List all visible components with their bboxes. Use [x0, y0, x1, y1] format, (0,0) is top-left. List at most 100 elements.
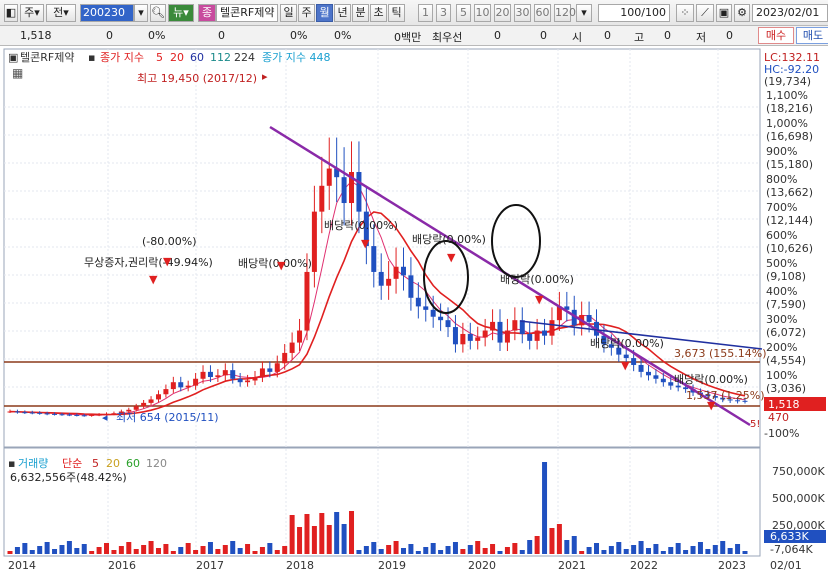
candle-body[interactable]	[297, 330, 303, 343]
candle-body[interactable]	[200, 371, 206, 379]
candle-body[interactable]	[126, 409, 132, 412]
candle-body[interactable]	[601, 335, 607, 345]
candle-body[interactable]	[712, 395, 718, 398]
code-dropdown-icon[interactable]: ▾	[134, 4, 148, 22]
candle-body[interactable]	[14, 411, 20, 413]
candle-body[interactable]	[430, 309, 436, 317]
candle-body[interactable]	[356, 172, 362, 212]
market-select[interactable]: 전▾	[46, 4, 76, 22]
sell-button[interactable]: 매도	[796, 27, 828, 44]
candle-body[interactable]	[482, 330, 488, 338]
interval-3[interactable]: 3	[436, 4, 451, 22]
candle-body[interactable]	[519, 320, 525, 334]
candle-body[interactable]	[89, 414, 95, 416]
candle-body[interactable]	[475, 337, 481, 341]
candle-body[interactable]	[104, 413, 110, 415]
interval-30[interactable]: 30	[514, 4, 531, 22]
candle-body[interactable]	[512, 320, 518, 331]
candle-body[interactable]	[452, 327, 458, 345]
grid-icon[interactable]: ⁘	[676, 4, 694, 22]
candle-body[interactable]	[148, 399, 154, 403]
count-field[interactable]: 100/100	[598, 4, 670, 22]
candle-body[interactable]	[653, 375, 659, 379]
candle-body[interactable]	[438, 316, 444, 321]
candle-body[interactable]	[534, 330, 540, 341]
candle-body[interactable]	[705, 394, 711, 396]
news-button[interactable]: 뉴▾	[168, 4, 194, 22]
period-0[interactable]: 일	[280, 4, 297, 22]
candle-body[interactable]	[326, 168, 332, 186]
candle-body[interactable]	[504, 330, 510, 343]
candle-body[interactable]	[118, 411, 124, 414]
candle-body[interactable]	[556, 306, 562, 321]
date-field[interactable]: 2023/02/01	[752, 4, 828, 22]
candle-body[interactable]	[400, 266, 406, 276]
period-6[interactable]: 틱	[388, 4, 405, 22]
magnifier-icon[interactable]: 🔍︎	[150, 4, 166, 22]
candle-body[interactable]	[96, 414, 102, 416]
candle-body[interactable]	[675, 385, 681, 388]
candle-body[interactable]	[289, 342, 295, 353]
candle-body[interactable]	[133, 406, 139, 410]
candle-body[interactable]	[735, 400, 741, 402]
interval-60[interactable]: 60	[534, 4, 551, 22]
candle-body[interactable]	[185, 385, 191, 388]
candle-body[interactable]	[742, 400, 748, 402]
candle-body[interactable]	[252, 377, 258, 381]
candle-body[interactable]	[7, 411, 13, 413]
candle-body[interactable]	[349, 172, 355, 204]
candle-body[interactable]	[334, 168, 340, 178]
period-5[interactable]: 초	[370, 4, 387, 22]
candle-body[interactable]	[237, 378, 243, 383]
code-input[interactable]: 200230	[80, 4, 134, 22]
candle-body[interactable]	[467, 333, 473, 341]
buy-button[interactable]: 매수	[758, 27, 794, 44]
candle-body[interactable]	[59, 414, 65, 416]
candle-body[interactable]	[363, 211, 369, 247]
candle-body[interactable]	[52, 413, 58, 415]
chart-toggle-button[interactable]: 종	[198, 4, 216, 22]
period-3[interactable]: 년	[334, 4, 351, 22]
save-icon[interactable]: ▣	[716, 4, 732, 22]
candle-body[interactable]	[111, 413, 117, 415]
candle-body[interactable]	[683, 387, 689, 390]
candle-body[interactable]	[341, 177, 347, 204]
candle-body[interactable]	[631, 358, 637, 365]
period-1[interactable]: 주	[298, 4, 315, 22]
candle-body[interactable]	[623, 354, 629, 359]
candle-body[interactable]	[408, 275, 414, 298]
interval-20[interactable]: 20	[494, 4, 511, 22]
candle-body[interactable]	[44, 413, 50, 415]
candle-body[interactable]	[66, 414, 72, 416]
candle-body[interactable]	[423, 306, 429, 310]
candle-body[interactable]	[267, 368, 273, 372]
candle-body[interactable]	[245, 380, 251, 383]
candle-body[interactable]	[564, 306, 570, 310]
candle-body[interactable]	[527, 333, 533, 341]
candle-body[interactable]	[74, 414, 80, 416]
candle-body[interactable]	[460, 333, 466, 345]
candle-body[interactable]	[304, 271, 310, 331]
candle-body[interactable]	[668, 382, 674, 386]
candle-body[interactable]	[542, 330, 548, 336]
candle-body[interactable]	[29, 412, 35, 414]
candle-body[interactable]	[222, 370, 228, 376]
candle-body[interactable]	[37, 412, 43, 414]
chart-menu-icon[interactable]: ◧	[4, 4, 18, 22]
candle-body[interactable]	[371, 246, 377, 272]
gear-icon[interactable]: ⚙	[734, 4, 750, 22]
interval-120[interactable]: 120	[554, 4, 576, 22]
candle-body[interactable]	[720, 397, 726, 400]
candle-body[interactable]	[155, 394, 161, 400]
candle-body[interactable]	[645, 371, 651, 376]
candle-body[interactable]	[178, 382, 184, 388]
candle-body[interactable]	[393, 266, 399, 279]
interval-10[interactable]: 10	[474, 4, 491, 22]
period-2[interactable]: 월	[316, 4, 333, 22]
candle-body[interactable]	[282, 352, 288, 364]
candle-body[interactable]	[81, 415, 87, 417]
candle-body[interactable]	[386, 278, 392, 286]
candle-body[interactable]	[319, 185, 325, 212]
candle-body[interactable]	[141, 402, 147, 407]
candle-body[interactable]	[638, 364, 644, 372]
